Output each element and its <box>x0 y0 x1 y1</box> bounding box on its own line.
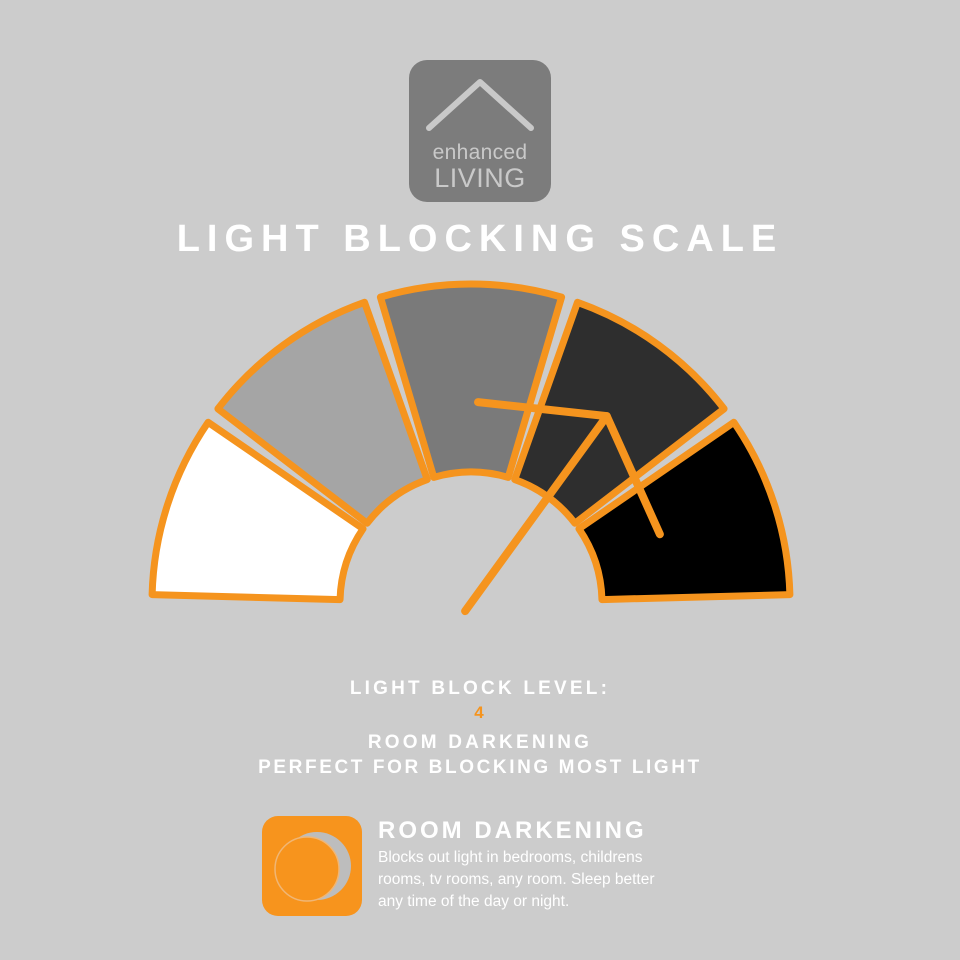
crescent-moon-glyph <box>274 832 351 902</box>
gauge-segment-5 <box>575 418 794 604</box>
logo-line-1: enhanced <box>432 141 528 164</box>
level-description: PERFECT FOR BLOCKING MOST LIGHT <box>258 757 702 778</box>
logo-badge: enhanced LIVING <box>409 60 551 202</box>
gauge-segment-group <box>148 280 794 604</box>
level-readout: LIGHT BLOCK LEVEL: 4 ROOM DARKENING PERF… <box>0 678 960 779</box>
card-title: ROOM DARKENING <box>378 817 647 844</box>
crescent-moon-icon <box>262 816 362 916</box>
card-description: Blocks out light in bedrooms, childrens … <box>378 849 655 911</box>
logo-line-2: LIVING <box>434 163 526 193</box>
logo-wordmark: enhanced LIVING <box>433 142 528 192</box>
page-title: LIGHT BLOCKING SCALE <box>176 218 784 260</box>
light-blocking-gauge <box>148 280 794 616</box>
level-name: ROOM DARKENING <box>367 732 593 753</box>
gauge-segment-3 <box>376 280 566 481</box>
needle-shaft <box>461 412 611 616</box>
gauge-segment-2 <box>214 298 431 527</box>
gauge-segment-1 <box>148 418 367 604</box>
level-value: 4 <box>474 703 486 722</box>
brand-logo: enhanced LIVING <box>0 60 960 202</box>
gauge-needle <box>461 398 664 616</box>
house-roof-icon <box>426 79 534 131</box>
needle-arrowhead <box>474 398 664 539</box>
card-body: ROOM DARKENING Blocks out light in bedro… <box>378 816 663 913</box>
room-darkening-card: ROOM DARKENING Blocks out light in bedro… <box>262 816 663 916</box>
level-label: LIGHT BLOCK LEVEL: <box>349 678 611 699</box>
